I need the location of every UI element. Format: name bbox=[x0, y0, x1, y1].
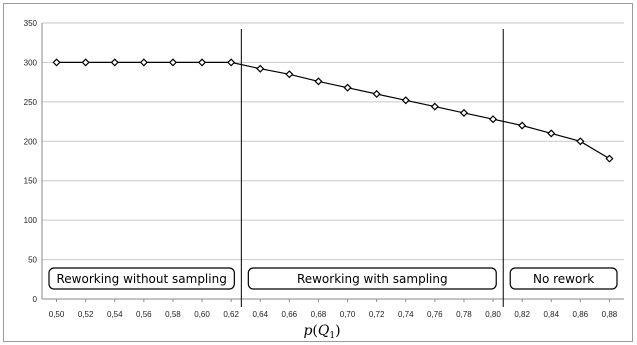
data-point bbox=[518, 121, 527, 130]
y-tick-label: 200 bbox=[24, 137, 38, 146]
x-tick-label: 0,64 bbox=[252, 310, 268, 319]
data-point bbox=[401, 96, 410, 105]
data-point bbox=[372, 89, 381, 99]
series-markers bbox=[52, 58, 614, 163]
x-tick-label: 0,82 bbox=[514, 310, 530, 319]
y-tick-label: 350 bbox=[24, 19, 38, 28]
region-labels: Reworking without sampling Reworking with… bbox=[48, 267, 618, 290]
x-tick-label: 0,88 bbox=[602, 310, 618, 319]
data-point bbox=[198, 58, 207, 67]
x-axis-label-sub: 1 bbox=[329, 331, 335, 341]
data-point bbox=[139, 58, 148, 67]
x-tick-label: 0,80 bbox=[485, 310, 501, 319]
data-point bbox=[489, 115, 498, 124]
data-point bbox=[227, 58, 236, 67]
x-axis-label-open: ( bbox=[312, 323, 317, 339]
data-point bbox=[285, 70, 294, 79]
chart-frame: 0 50 100 150 200 250 300 350 0,50 0,52 0,54 0,56 0,… bbox=[3, 3, 633, 342]
data-point bbox=[52, 58, 61, 67]
region-box bbox=[509, 267, 618, 290]
x-tick-label: 0,76 bbox=[427, 310, 443, 319]
x-axis-label: p(Q1) bbox=[303, 323, 340, 341]
data-point bbox=[168, 58, 177, 67]
y-tick-label: 50 bbox=[28, 256, 37, 265]
x-axis-label-var: Q bbox=[318, 323, 330, 339]
data-point bbox=[343, 83, 352, 92]
x-tick-label: 0,54 bbox=[107, 310, 123, 319]
data-point bbox=[459, 108, 468, 117]
region-box bbox=[48, 267, 235, 290]
region-boundaries bbox=[240, 29, 504, 307]
x-tick-label: 0,66 bbox=[282, 310, 298, 319]
region-text: Reworking without sampling bbox=[57, 272, 227, 286]
data-point bbox=[81, 58, 90, 67]
y-tick-label: 0 bbox=[33, 295, 38, 304]
region-text: No rework bbox=[533, 272, 594, 286]
data-point bbox=[576, 137, 585, 146]
region-text: Reworking with sampling bbox=[297, 272, 448, 286]
x-tick-label: 0,60 bbox=[194, 310, 210, 319]
grid-lines bbox=[41, 22, 624, 302]
y-tick-label: 100 bbox=[24, 216, 38, 225]
data-point bbox=[256, 64, 265, 73]
x-tick-label: 0,68 bbox=[311, 310, 327, 319]
y-tick-label: 250 bbox=[24, 98, 38, 107]
data-point bbox=[430, 102, 439, 111]
y-tick-label: 150 bbox=[24, 177, 38, 186]
x-tick-label: 0,58 bbox=[165, 310, 181, 319]
x-tick-label: 0,56 bbox=[136, 310, 152, 319]
x-tick-label: 0,84 bbox=[543, 310, 559, 319]
x-tick-label: 0,72 bbox=[369, 310, 385, 319]
x-axis-tick-labels: 0,50 0,52 0,54 0,56 0,58 0,60 0,62 0,64 0,66 0,68… bbox=[49, 310, 618, 319]
x-tick-label: 0,50 bbox=[49, 310, 65, 319]
region-label-1: Reworking without sampling bbox=[48, 267, 235, 290]
region-label-3: No rework bbox=[509, 267, 618, 290]
y-axis-tick-labels: 0 50 100 150 200 250 300 350 bbox=[24, 19, 38, 304]
data-point bbox=[110, 58, 119, 67]
x-tick-label: 0,52 bbox=[78, 310, 94, 319]
x-tick-label: 0,74 bbox=[398, 310, 414, 319]
x-tick-label: 0,70 bbox=[340, 310, 356, 319]
x-axis-label-p: p bbox=[303, 323, 312, 339]
y-tick-label: 300 bbox=[24, 58, 38, 67]
x-tick-label: 0,78 bbox=[456, 310, 472, 319]
x-tick-label: 0,62 bbox=[223, 310, 239, 319]
series-line bbox=[56, 61, 610, 160]
data-point bbox=[547, 129, 556, 138]
data-point bbox=[605, 154, 614, 163]
x-tick-label: 0,86 bbox=[573, 310, 589, 319]
region-label-2: Reworking with sampling bbox=[247, 267, 497, 290]
data-point bbox=[314, 77, 323, 86]
region-box bbox=[247, 267, 497, 290]
x-axis-label-close: ) bbox=[335, 323, 340, 339]
